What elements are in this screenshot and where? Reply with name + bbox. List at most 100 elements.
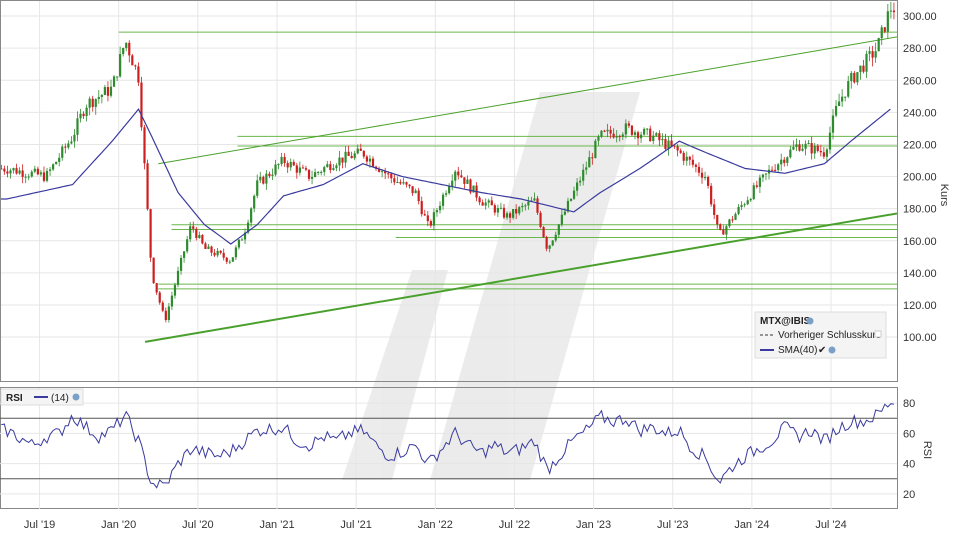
candle-body xyxy=(612,133,615,138)
candle-body xyxy=(286,163,289,168)
rsi-panel: 20 40 60 80 RSI RSI (14) xyxy=(0,387,933,509)
candle-body xyxy=(554,234,557,241)
candle-body xyxy=(478,197,481,203)
candle-body xyxy=(548,245,551,249)
candle-body xyxy=(502,207,506,218)
settings-icon[interactable] xyxy=(828,346,836,354)
candle-body xyxy=(597,136,600,141)
candle-body xyxy=(481,202,484,206)
candle-body xyxy=(399,181,402,184)
candle-body xyxy=(856,72,859,83)
check-icon[interactable]: ✔ xyxy=(818,345,826,356)
candle-body xyxy=(770,169,774,171)
candle-body xyxy=(106,87,110,96)
candle-body xyxy=(761,174,765,178)
candle-body xyxy=(189,226,192,240)
candle-body xyxy=(73,134,76,142)
candle-body xyxy=(783,159,786,163)
candle-body xyxy=(149,209,152,258)
candle-body xyxy=(384,171,387,174)
candle-body xyxy=(807,143,810,145)
candle-body xyxy=(274,164,277,175)
candle-body xyxy=(423,214,426,216)
x-tick-label: Jan '20 xyxy=(101,519,136,531)
info-icon[interactable] xyxy=(806,317,814,325)
candle-body xyxy=(460,175,463,178)
trend-lines xyxy=(144,36,898,343)
candle-body xyxy=(140,82,143,128)
candle-body xyxy=(743,204,746,206)
candle-body xyxy=(521,205,524,208)
candle-body xyxy=(225,257,228,262)
candle-body xyxy=(545,237,548,249)
rsi-reference-lines xyxy=(0,417,897,480)
candle-body xyxy=(112,76,116,87)
candle-body xyxy=(789,149,792,158)
candle-body xyxy=(828,132,832,150)
candle-body xyxy=(167,306,170,320)
y-tick-label: 120.00 xyxy=(903,300,937,312)
x-tick-label: Jul '22 xyxy=(499,519,530,531)
candle-body xyxy=(755,185,758,187)
candle-body xyxy=(402,182,405,184)
y-tick-label: 200.00 xyxy=(903,172,937,184)
candle-body xyxy=(131,55,134,66)
candle-body xyxy=(576,182,579,191)
candle-body xyxy=(679,150,682,153)
candle-body xyxy=(819,150,822,153)
candle-body xyxy=(463,177,466,184)
candle-body xyxy=(353,153,356,159)
candle-body xyxy=(694,164,698,167)
candle-body xyxy=(155,283,158,293)
candle-body xyxy=(557,224,560,235)
candle-body xyxy=(673,145,676,147)
candle-body xyxy=(652,135,655,142)
y-tick-label: 180.00 xyxy=(903,204,937,216)
y-tick-label: 140.00 xyxy=(903,268,937,280)
candle-body xyxy=(137,66,140,83)
candle-body xyxy=(697,166,701,173)
candle-body xyxy=(825,149,829,157)
candle-body xyxy=(265,173,268,184)
candle-body xyxy=(862,65,865,72)
rsi-tick-label: 80 xyxy=(903,398,915,410)
candle-body xyxy=(219,250,222,253)
candle-body xyxy=(655,133,658,136)
candle-body xyxy=(27,176,30,178)
candle-body xyxy=(518,207,521,214)
y-tick-label: 300.00 xyxy=(903,11,937,23)
rsi-tick-label: 40 xyxy=(903,459,915,471)
legend-visibility-toggle[interactable] xyxy=(874,330,882,338)
candle-body xyxy=(0,168,3,170)
candle-body xyxy=(234,247,237,258)
candle-body xyxy=(774,169,777,171)
candle-body xyxy=(560,214,563,225)
candle-body xyxy=(250,208,253,223)
candle-body xyxy=(414,190,417,194)
candle-body xyxy=(606,129,609,132)
candle-body xyxy=(67,143,70,148)
candle-body xyxy=(429,221,432,226)
x-tick-label: Jan '22 xyxy=(418,519,453,531)
candle-body xyxy=(396,181,399,183)
candle-body xyxy=(228,261,231,263)
candle-body xyxy=(301,167,305,169)
candle-body xyxy=(600,130,603,137)
candle-body xyxy=(688,156,691,160)
candle-body xyxy=(97,96,100,100)
candle-body xyxy=(868,51,871,54)
candle-body xyxy=(505,213,509,218)
candle-body xyxy=(670,140,673,146)
candle-body xyxy=(186,239,189,252)
candle-body xyxy=(21,170,24,177)
candle-body xyxy=(831,115,835,133)
rsi-settings-icon[interactable] xyxy=(72,393,80,401)
candle-body xyxy=(9,170,12,174)
candle-body xyxy=(183,251,186,258)
candle-body xyxy=(295,165,298,173)
candle-body xyxy=(405,182,408,185)
price-panel: 100.00 120.00 140.00 160.00 180.00 200.00 220.… xyxy=(0,0,950,382)
candle-body xyxy=(844,96,847,98)
rsi-tick-label: 20 xyxy=(903,489,915,501)
